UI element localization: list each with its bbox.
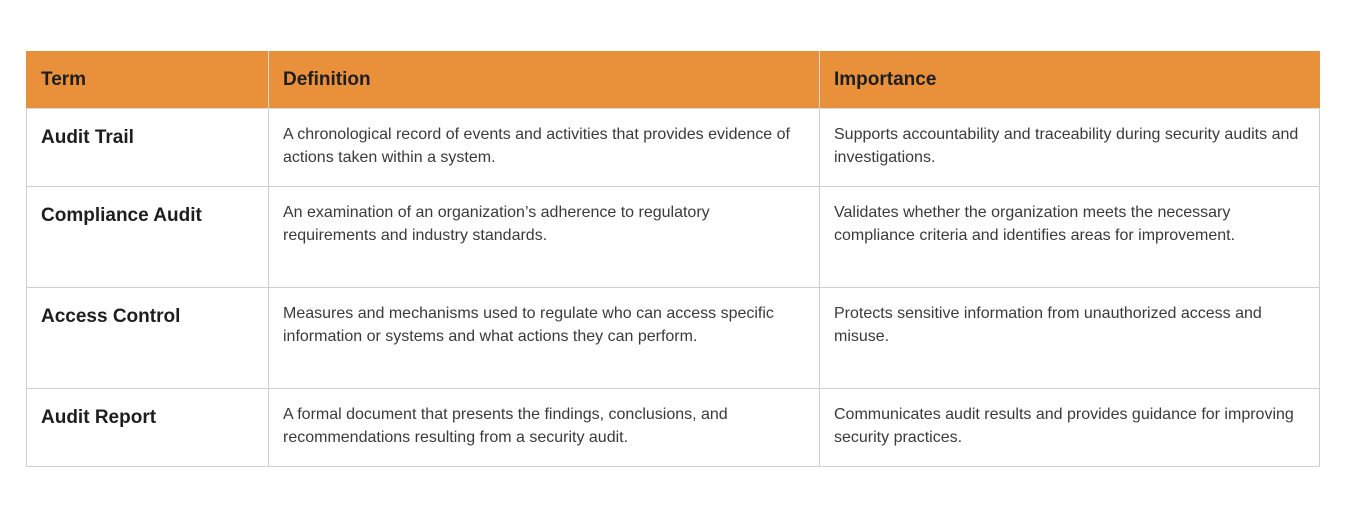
column-header-importance: Importance bbox=[819, 51, 1320, 109]
importance-cell: Supports accountability and traceability… bbox=[819, 108, 1320, 187]
definition-cell: Measures and mechanisms used to regulate… bbox=[268, 287, 820, 389]
glossary-table: Term Definition Importance Audit Trail A… bbox=[26, 51, 1320, 467]
glossary-table-container: Term Definition Importance Audit Trail A… bbox=[26, 51, 1320, 467]
table-row: Compliance Audit An examination of an or… bbox=[26, 186, 1320, 288]
definition-cell: A chronological record of events and act… bbox=[268, 108, 820, 187]
importance-cell: Communicates audit results and provides … bbox=[819, 388, 1320, 467]
term-cell: Access Control bbox=[26, 287, 269, 389]
table-row: Audit Trail A chronological record of ev… bbox=[26, 108, 1320, 187]
importance-cell: Protects sensitive information from unau… bbox=[819, 287, 1320, 389]
definition-cell: An examination of an organization’s adhe… bbox=[268, 186, 820, 288]
term-cell: Audit Trail bbox=[26, 108, 269, 187]
column-header-term: Term bbox=[26, 51, 269, 109]
importance-cell: Validates whether the organization meets… bbox=[819, 186, 1320, 288]
term-cell: Compliance Audit bbox=[26, 186, 269, 288]
table-header-row: Term Definition Importance bbox=[26, 51, 1320, 109]
term-cell: Audit Report bbox=[26, 388, 269, 467]
table-row: Access Control Measures and mechanisms u… bbox=[26, 287, 1320, 389]
definition-cell: A formal document that presents the find… bbox=[268, 388, 820, 467]
table-row: Audit Report A formal document that pres… bbox=[26, 388, 1320, 467]
column-header-definition: Definition bbox=[268, 51, 820, 109]
